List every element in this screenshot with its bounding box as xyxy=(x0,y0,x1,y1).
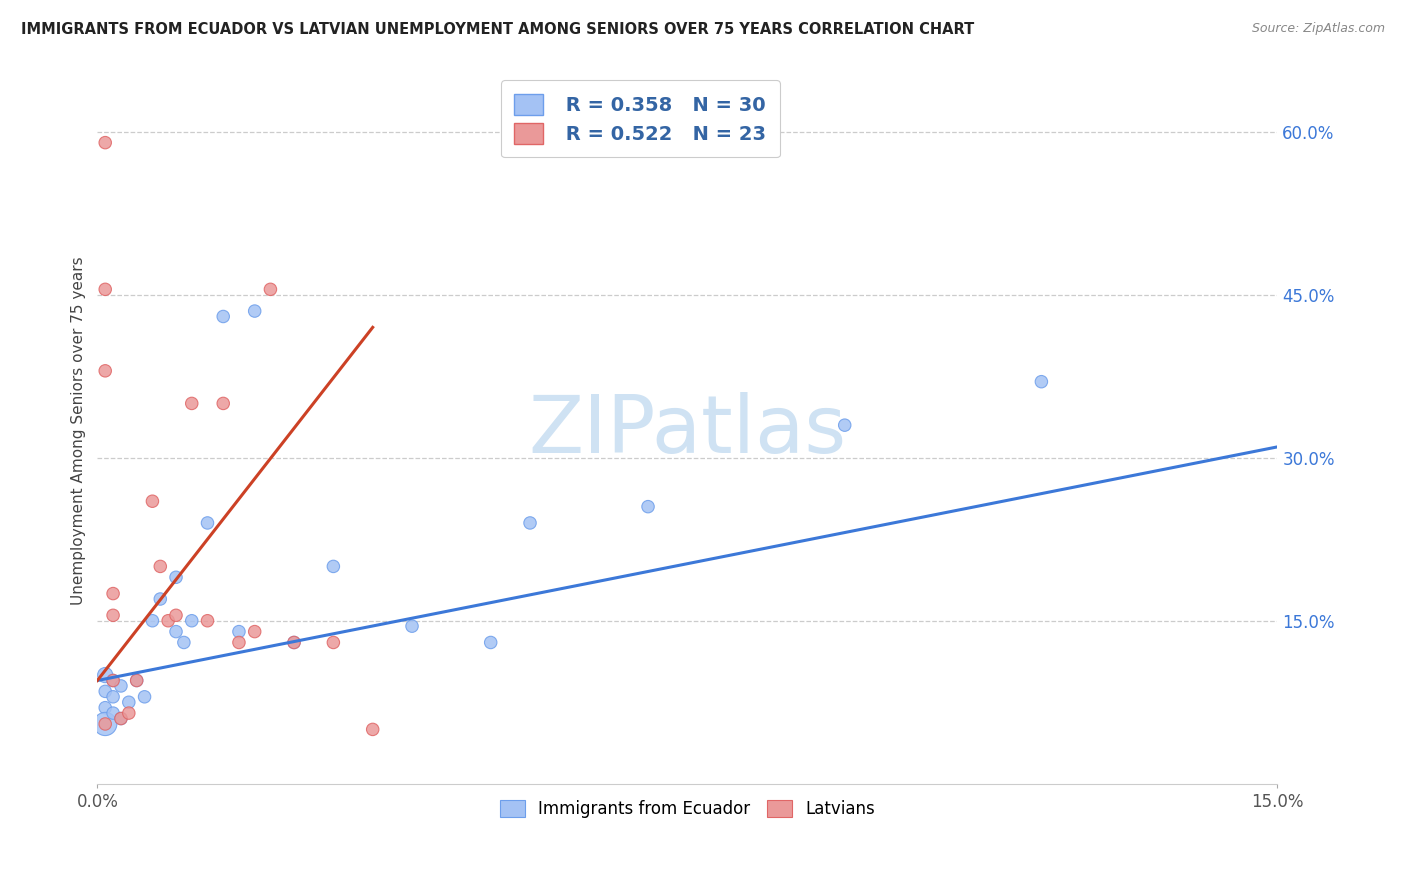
Text: ZIPatlas: ZIPatlas xyxy=(529,392,846,469)
Point xyxy=(322,635,344,649)
Point xyxy=(212,310,235,324)
Point xyxy=(212,396,235,410)
Point xyxy=(149,592,172,607)
Text: Source: ZipAtlas.com: Source: ZipAtlas.com xyxy=(1251,22,1385,36)
Point xyxy=(361,723,384,737)
Point xyxy=(141,494,163,508)
Point xyxy=(101,586,124,600)
Point xyxy=(197,614,219,628)
Point xyxy=(118,706,141,720)
Point xyxy=(101,673,124,688)
Point xyxy=(94,717,117,731)
Point xyxy=(197,516,219,530)
Point xyxy=(637,500,659,514)
Point xyxy=(479,635,502,649)
Point xyxy=(259,282,281,296)
Point xyxy=(228,624,250,639)
Point xyxy=(157,614,180,628)
Point xyxy=(180,614,202,628)
Point xyxy=(101,690,124,704)
Point xyxy=(243,304,266,318)
Point xyxy=(101,673,124,688)
Point xyxy=(228,635,250,649)
Point xyxy=(165,608,187,623)
Point xyxy=(243,624,266,639)
Point xyxy=(110,712,132,726)
Point xyxy=(94,364,117,378)
Point xyxy=(149,559,172,574)
Point xyxy=(165,624,187,639)
Point xyxy=(94,717,117,731)
Point xyxy=(134,690,156,704)
Point xyxy=(118,695,141,709)
Point xyxy=(125,673,148,688)
Point xyxy=(101,608,124,623)
Point xyxy=(110,679,132,693)
Point xyxy=(1031,375,1053,389)
Text: IMMIGRANTS FROM ECUADOR VS LATVIAN UNEMPLOYMENT AMONG SENIORS OVER 75 YEARS CORR: IMMIGRANTS FROM ECUADOR VS LATVIAN UNEMP… xyxy=(21,22,974,37)
Point xyxy=(165,570,187,584)
Point xyxy=(94,282,117,296)
Point xyxy=(94,668,117,682)
Y-axis label: Unemployment Among Seniors over 75 years: Unemployment Among Seniors over 75 years xyxy=(72,256,86,605)
Point xyxy=(94,700,117,714)
Point xyxy=(94,684,117,698)
Point xyxy=(322,559,344,574)
Point xyxy=(283,635,305,649)
Point xyxy=(94,136,117,150)
Point xyxy=(101,706,124,720)
Point xyxy=(180,396,202,410)
Point xyxy=(401,619,423,633)
Point xyxy=(125,673,148,688)
Point xyxy=(834,418,856,433)
Point xyxy=(141,614,163,628)
Point xyxy=(283,635,305,649)
Point xyxy=(173,635,195,649)
Point xyxy=(110,712,132,726)
Legend: Immigrants from Ecuador, Latvians: Immigrants from Ecuador, Latvians xyxy=(494,793,882,825)
Point xyxy=(519,516,541,530)
